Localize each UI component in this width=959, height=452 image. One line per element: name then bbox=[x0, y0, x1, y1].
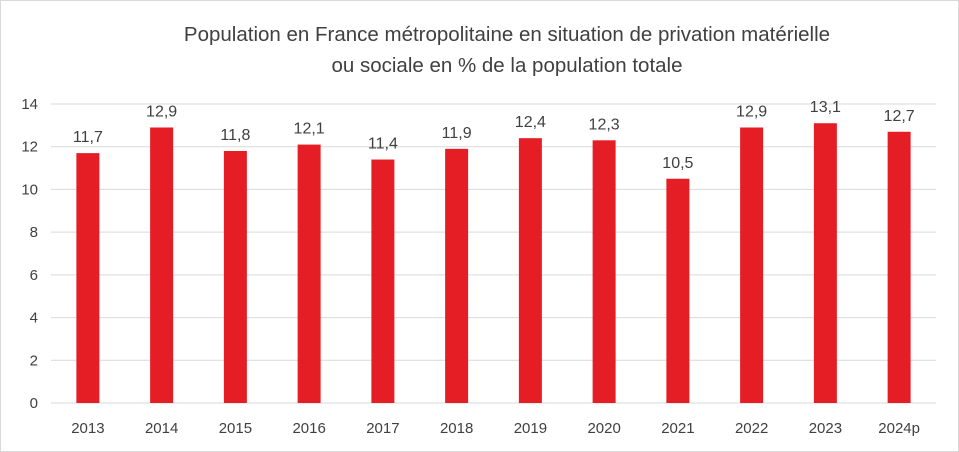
data-label: 10,5 bbox=[662, 155, 693, 172]
x-tick-label: 2021 bbox=[661, 420, 694, 437]
x-tick-label: 2024p bbox=[878, 420, 920, 437]
bar bbox=[223, 150, 247, 403]
y-tick-label: 2 bbox=[30, 352, 38, 369]
data-label: 12,4 bbox=[515, 114, 546, 131]
bar bbox=[666, 178, 690, 403]
x-tick-label: 2018 bbox=[440, 420, 473, 437]
bar bbox=[445, 148, 469, 403]
bar bbox=[518, 138, 542, 403]
data-label: 12,7 bbox=[884, 108, 915, 125]
data-label: 12,9 bbox=[146, 103, 177, 120]
bar bbox=[813, 123, 837, 403]
x-tick-label: 2013 bbox=[71, 420, 104, 437]
y-axis: 0 2 4 6 8 10 12 14 bbox=[21, 96, 38, 412]
y-tick-label: 0 bbox=[30, 395, 38, 412]
bar bbox=[150, 127, 174, 403]
y-tick-label: 8 bbox=[30, 224, 38, 241]
bar bbox=[740, 127, 764, 403]
data-label: 11,7 bbox=[73, 129, 103, 146]
data-label: 11,9 bbox=[442, 125, 472, 142]
y-tick-label: 12 bbox=[21, 139, 38, 156]
data-label: 11,8 bbox=[220, 127, 250, 144]
gridlines bbox=[51, 103, 936, 404]
bar bbox=[76, 153, 100, 403]
x-tick-label: 2019 bbox=[514, 420, 547, 437]
x-tick-label: 2020 bbox=[587, 420, 620, 437]
bar bbox=[887, 131, 911, 403]
chart-title-line-1: Population en France métropolitaine en s… bbox=[184, 23, 830, 46]
data-labels: 11,7 12,9 11,8 12,1 11,4 11,9 12,4 12,3 10,5 12,9… bbox=[73, 99, 915, 172]
data-label: 12,3 bbox=[589, 116, 620, 133]
y-tick-label: 14 bbox=[21, 96, 38, 113]
bar bbox=[371, 159, 395, 403]
chart-title: Population en France métropolitaine en s… bbox=[184, 23, 830, 77]
bars bbox=[76, 123, 911, 404]
x-axis: 2013 2014 2015 2016 2017 2018 2019 2020 2021 2022… bbox=[71, 420, 920, 437]
data-label: 12,9 bbox=[736, 103, 767, 120]
data-label: 13,1 bbox=[810, 99, 841, 116]
y-tick-label: 4 bbox=[30, 310, 38, 327]
x-tick-label: 2017 bbox=[366, 420, 399, 437]
data-label: 11,4 bbox=[368, 136, 398, 153]
x-tick-label: 2022 bbox=[735, 420, 768, 437]
data-label: 12,1 bbox=[294, 121, 325, 138]
bar bbox=[297, 144, 321, 404]
x-tick-label: 2014 bbox=[145, 420, 178, 437]
x-tick-label: 2023 bbox=[809, 420, 842, 437]
bar bbox=[592, 140, 616, 404]
x-tick-label: 2015 bbox=[219, 420, 252, 437]
y-tick-label: 6 bbox=[30, 267, 38, 284]
x-tick-label: 2016 bbox=[292, 420, 325, 437]
chart-title-line-2: ou sociale en % de la population totale bbox=[331, 54, 682, 77]
y-tick-label: 10 bbox=[21, 181, 38, 198]
